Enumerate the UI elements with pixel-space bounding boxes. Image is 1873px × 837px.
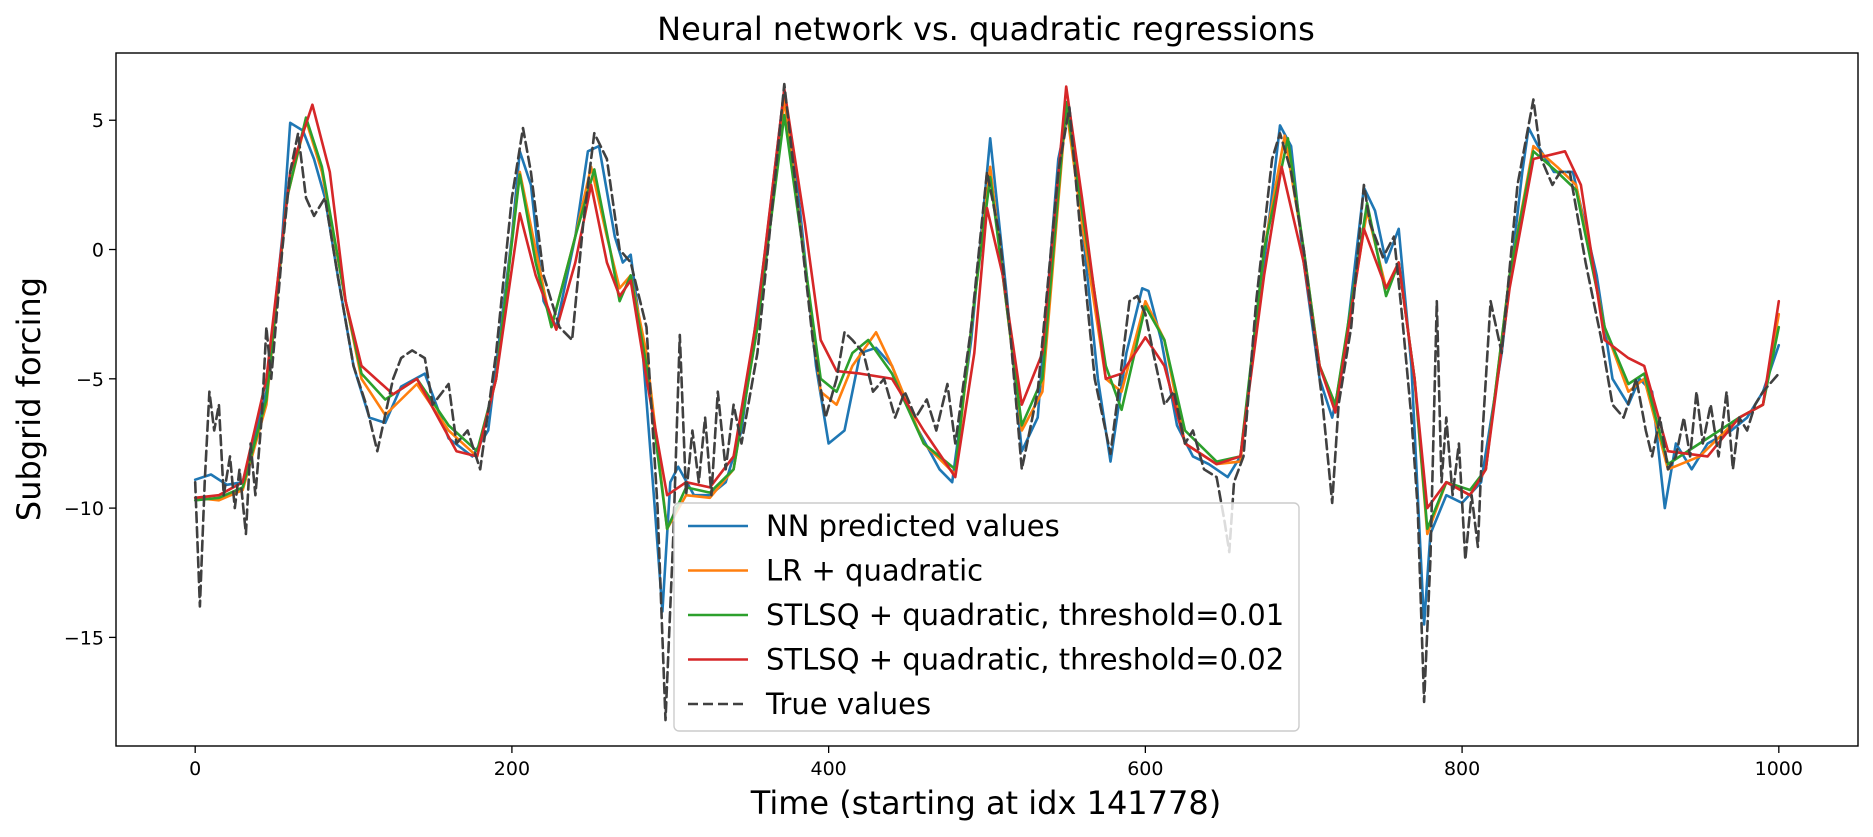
y-axis: 5 0 −5 −10 −15	[64, 110, 116, 649]
plot-frame	[115, 52, 1859, 747]
y-axis-label: Subgrid forcing	[10, 277, 48, 521]
legend-label-1: LR + quadratic	[766, 554, 983, 588]
x-tick-label: 600	[1127, 758, 1163, 780]
y-tick-label: 5	[92, 110, 104, 132]
chart-title: Neural network vs. quadratic regressions	[657, 10, 1315, 48]
x-tick-label: 1000	[1755, 758, 1803, 780]
legend-label-3: STLSQ + quadratic, threshold=0.02	[766, 643, 1284, 677]
x-tick-label: 400	[811, 758, 847, 780]
y-tick-label: 0	[92, 240, 104, 262]
y-tick-label: −15	[64, 627, 104, 649]
legend-label-2: STLSQ + quadratic, threshold=0.01	[766, 598, 1284, 632]
legend: NN predicted values LR + quadratic STLSQ +…	[673, 502, 1300, 732]
x-tick-label: 800	[1444, 758, 1480, 780]
y-tick-label: −10	[64, 498, 104, 520]
legend-label-0: NN predicted values	[766, 509, 1060, 543]
x-axis: 0 200 400 600 800 1000	[189, 746, 1803, 780]
series-line-4	[193, 82, 1781, 722]
x-axis-label: Time (starting at idx 141778)	[750, 784, 1221, 822]
x-tick-label: 200	[494, 758, 530, 780]
series-layer	[193, 82, 1781, 722]
legend-label-4: True values	[765, 687, 931, 721]
x-tick-label: 0	[189, 758, 201, 780]
legend-box	[673, 502, 1300, 732]
y-tick-label: −5	[76, 369, 104, 391]
